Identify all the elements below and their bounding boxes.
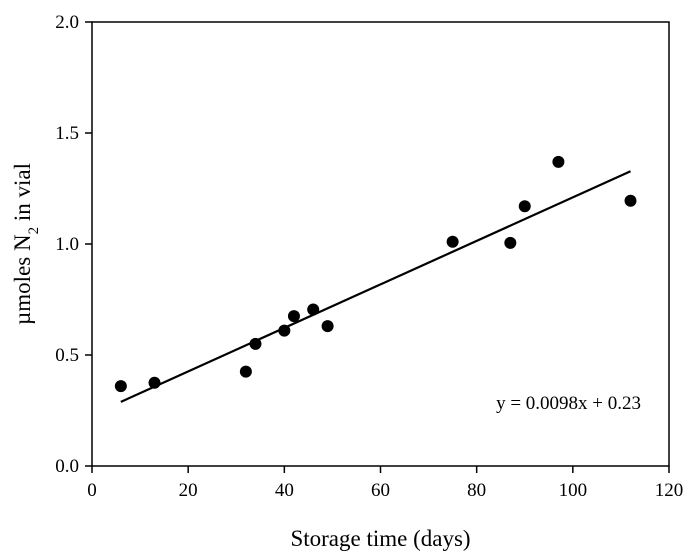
x-tick-label: 20 bbox=[179, 480, 198, 501]
data-point bbox=[249, 337, 262, 350]
data-point bbox=[624, 194, 637, 207]
x-tick-label: 60 bbox=[371, 480, 390, 501]
y-tick-label: 1.0 bbox=[55, 234, 79, 255]
data-point bbox=[552, 155, 565, 168]
data-point bbox=[307, 303, 320, 316]
x-tick-label: 40 bbox=[275, 480, 294, 501]
y-tick-label: 0.5 bbox=[55, 345, 79, 366]
y-axis-title: µmoles N2 in vial bbox=[10, 163, 42, 325]
data-point bbox=[239, 365, 252, 378]
y-axis-title-suffix: in vial bbox=[10, 163, 35, 227]
data-point bbox=[321, 320, 334, 333]
x-axis-title: Storage time (days) bbox=[290, 526, 470, 551]
data-point bbox=[148, 376, 161, 389]
y-tick-label: 0.0 bbox=[55, 456, 79, 477]
x-tick-label: 120 bbox=[655, 480, 684, 501]
data-point bbox=[278, 324, 291, 337]
x-tick-label: 80 bbox=[467, 480, 486, 501]
y-tick-label: 1.5 bbox=[55, 123, 79, 144]
data-point bbox=[114, 380, 127, 393]
regression-equation: y = 0.0098x + 0.23 bbox=[496, 393, 641, 414]
y-tick-label: 2.0 bbox=[55, 12, 79, 33]
fit-line-group bbox=[120, 170, 631, 403]
data-point bbox=[518, 200, 531, 213]
regression-line bbox=[120, 170, 631, 403]
y-axis-title-subscript: 2 bbox=[26, 227, 42, 235]
data-points bbox=[114, 155, 637, 393]
axes: 0 20 40 60 80 100 120 0.0 0.5 1.0 1.5 2.0 bbox=[55, 12, 683, 501]
data-point bbox=[504, 236, 517, 249]
data-point bbox=[446, 235, 459, 248]
y-axis-title-prefix: µmoles N bbox=[10, 234, 35, 325]
data-point bbox=[287, 310, 300, 323]
x-tick-label: 100 bbox=[559, 480, 588, 501]
x-tick-label: 0 bbox=[87, 480, 97, 501]
